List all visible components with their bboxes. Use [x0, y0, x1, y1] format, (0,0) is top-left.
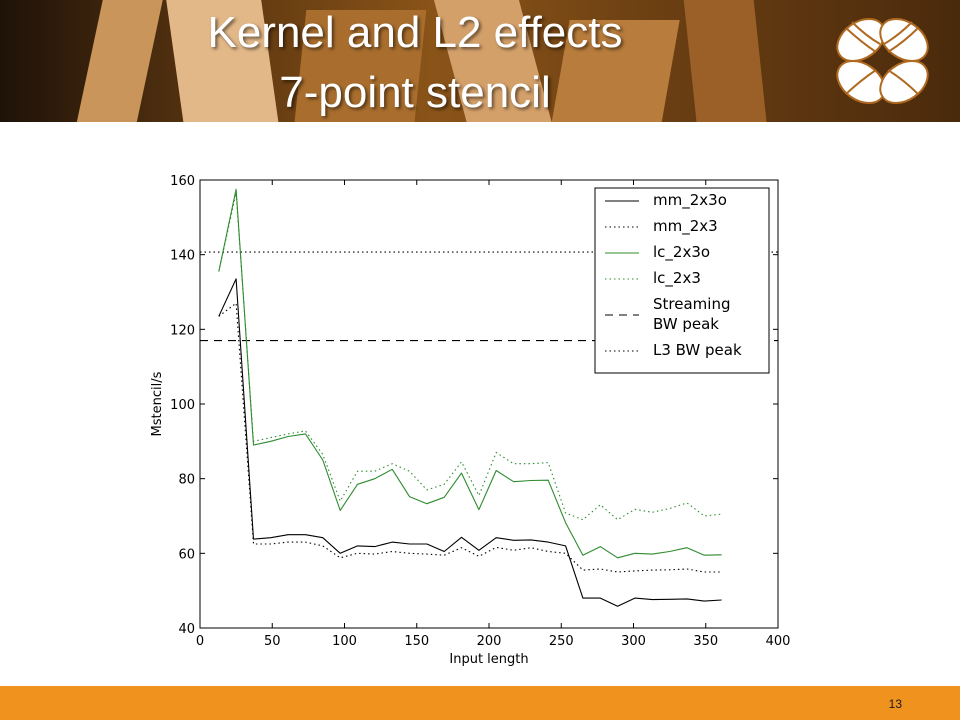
y-tick-label: 100 [170, 398, 195, 413]
x-tick-label: 400 [766, 634, 791, 649]
x-axis-label: Input length [449, 652, 528, 667]
line-chart: 0 50 100 150 200 250 300 350 400 40 60 80 100 120 140 1… [150, 174, 790, 667]
series-line [218, 302, 722, 573]
series-line [218, 192, 722, 521]
x-tick-label: 150 [404, 634, 429, 649]
axis-ticks: 0 50 100 150 200 250 300 350 400 40 60 80 100 120 140 1… [170, 174, 790, 649]
y-tick-label: 80 [178, 473, 195, 488]
x-tick-label: 350 [693, 634, 718, 649]
legend-label: mm_2x3 [653, 217, 718, 236]
y-tick-label: 160 [170, 174, 195, 189]
series-line [218, 188, 722, 559]
slide-title-line1: Kernel and L2 effects [207, 8, 623, 57]
x-tick-label: 300 [621, 634, 646, 649]
x-tick-label: 250 [549, 634, 574, 649]
page-number: 13 [888, 697, 902, 711]
x-tick-label: 200 [477, 634, 502, 649]
series-line [218, 278, 722, 607]
y-tick-label: 120 [170, 323, 195, 338]
series-lines [218, 188, 722, 607]
slide-header: Kernel and L2 effects 7-point stencil [0, 0, 960, 122]
legend-box [594, 187, 770, 374]
y-tick-label: 40 [178, 622, 195, 637]
logo-icon [836, 18, 929, 104]
x-tick-label: 0 [196, 634, 204, 649]
legend: mm_2x3o mm_2x3 lc_2x3o lc_2x3 Streaming BW pe… [594, 187, 770, 374]
slide-footer: 13 [0, 686, 960, 720]
legend-label: Streaming [653, 295, 730, 313]
x-tick-label: 100 [332, 634, 357, 649]
legend-label: lc_2x3 [653, 269, 701, 288]
slide-title-line2: 7-point stencil [279, 68, 551, 117]
legend-label: mm_2x3o [653, 191, 727, 210]
legend-label: lc_2x3o [653, 243, 710, 262]
x-tick-label: 50 [264, 634, 281, 649]
y-tick-label: 140 [170, 249, 195, 264]
y-axis-label: Mstencil/s [150, 371, 165, 436]
legend-label: L3 BW peak [653, 341, 742, 359]
legend-label: BW peak [653, 315, 719, 333]
y-tick-label: 60 [178, 547, 195, 562]
